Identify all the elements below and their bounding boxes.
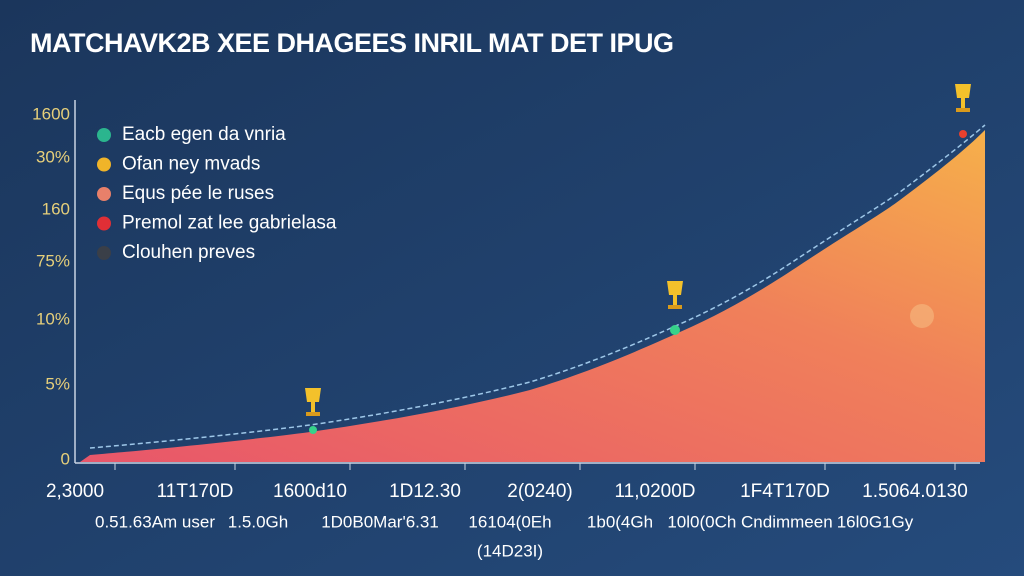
y-tick-label: 10% bbox=[36, 309, 70, 328]
legend-marker bbox=[97, 187, 111, 201]
y-tick-label: 5% bbox=[45, 374, 70, 393]
x-tick-label: 2(0240) bbox=[507, 481, 573, 502]
legend-label: Premol zat lee gabrielasa bbox=[122, 213, 337, 234]
trophy bbox=[955, 84, 971, 138]
y-tick-label: 75% bbox=[36, 251, 70, 270]
legend-marker bbox=[97, 157, 111, 172]
x-sublabel: 1.5.0Gh bbox=[228, 512, 289, 531]
legend-marker bbox=[97, 128, 111, 142]
x-tick-label: 11T170D bbox=[157, 481, 234, 502]
x-sublabel: 16l0G1Gy bbox=[837, 512, 914, 531]
x-sublabel: 1D0B0Mar'6.31 bbox=[321, 512, 439, 531]
x-tick-label: 1600d10 bbox=[273, 481, 347, 502]
x-tick-label: 2,3000 bbox=[46, 481, 104, 502]
x-sublabel: 0.51.63Am user bbox=[95, 512, 215, 531]
trophy bbox=[305, 388, 321, 434]
glow bbox=[910, 304, 934, 328]
y-tick-label: 0 bbox=[61, 449, 70, 468]
x-tick-label: 1F4T170D bbox=[740, 481, 830, 502]
x-sublabel: 1b0(4Gh bbox=[587, 512, 653, 531]
legend-marker bbox=[97, 216, 111, 231]
y-tick-label: 160 bbox=[42, 199, 70, 218]
x-tick-label: 11,0200D bbox=[615, 481, 696, 502]
x-tick-label: 1D12.30 bbox=[389, 481, 461, 502]
legend-label: Clouhen preves bbox=[122, 242, 255, 263]
y-tick-label: 30% bbox=[36, 147, 70, 166]
legend-label: Ofan ney mvads bbox=[122, 154, 260, 175]
legend-marker bbox=[97, 246, 111, 260]
x-sublabel: 10l0(0Ch Cndimmeen bbox=[667, 512, 832, 531]
legend-label: Equs pée le ruses bbox=[122, 183, 274, 204]
chart-title: MATCHAVK2B XEE DHAGEES INRIL MAT DET IPU… bbox=[30, 28, 674, 58]
area bbox=[80, 130, 985, 462]
x-tick-label: 1.5064.0130 bbox=[862, 481, 968, 502]
legend-label: Eacb egen da vnria bbox=[122, 124, 286, 145]
x-sublabel: 16104(0Eh bbox=[468, 512, 551, 531]
y-tick-label: 1600 bbox=[32, 104, 70, 123]
trophy bbox=[667, 281, 683, 335]
x-footnote: (14D23I) bbox=[477, 541, 543, 560]
trend-line bbox=[89, 124, 986, 449]
